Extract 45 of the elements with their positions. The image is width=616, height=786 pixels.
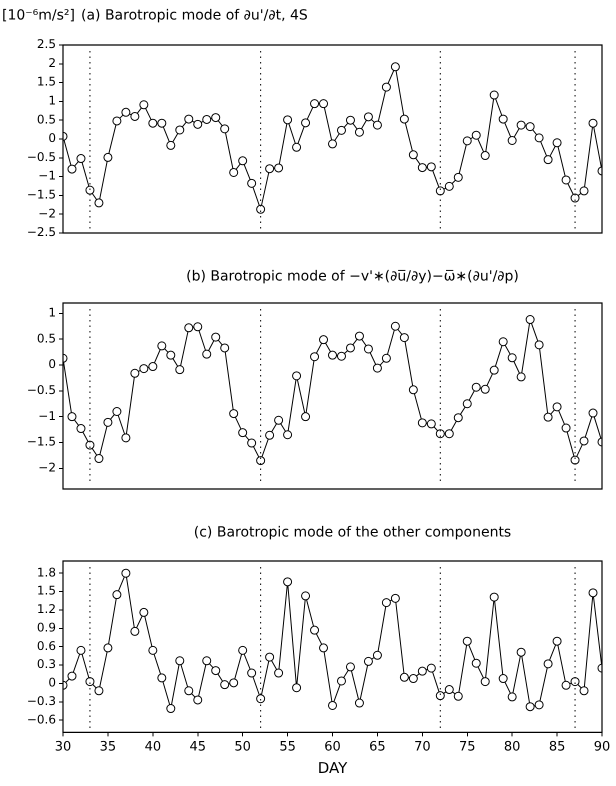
y-tick-label: −1.5 (26, 434, 56, 449)
y-tick-label: 1.5 (36, 584, 56, 598)
x-tick-label: 50 (234, 740, 251, 755)
y-tick-label: −1.5 (26, 188, 56, 202)
y-tick-label: 0.6 (36, 638, 56, 653)
x-tick-label: 65 (369, 740, 386, 755)
chart-title: (a) Barotropic mode of ∂u'/∂t, 4S (81, 8, 308, 24)
y-tick-label: 1 (48, 305, 56, 320)
x-tick-label: 45 (189, 740, 206, 755)
chart-title: (b) Barotropic mode of −v'∗(∂u̅/∂y)−ω̅∗(∂u'/∂p) (186, 268, 519, 285)
y-tick-label: 0.5 (36, 331, 56, 346)
x-tick-label: 30 (54, 740, 72, 755)
y-tick-label: 0 (48, 131, 56, 146)
x-tick-label: 85 (548, 740, 566, 755)
y-tick-label: 1.8 (36, 565, 56, 580)
y-tick-label: −0.5 (26, 382, 56, 397)
y-tick-label: −0.6 (26, 712, 56, 726)
x-tick-label: 90 (594, 740, 610, 755)
x-tick-label: 55 (279, 740, 296, 755)
y-tick-label: 1.5 (36, 74, 56, 89)
y-tick-label: 2.5 (36, 37, 56, 52)
chart-title: (c) Barotropic mode of the other components (194, 524, 512, 541)
y-tick-label: 1 (48, 94, 56, 108)
x-tick-label: 60 (324, 740, 341, 755)
x-tick-label: 35 (100, 740, 116, 755)
x-tick-label: 75 (458, 740, 476, 755)
y-tick-label: 0.9 (36, 620, 56, 634)
y-tick-label: −2 (38, 206, 56, 220)
y-tick-label: 0 (48, 357, 56, 372)
y-tick-label: 2 (48, 56, 56, 70)
y-tick-label: 0 (48, 676, 56, 690)
x-axis-title: DAY (318, 758, 348, 777)
y-tick-label: −0.3 (26, 694, 56, 708)
y-tick-label: −2.5 (26, 225, 56, 240)
y-tick-label: −2 (38, 460, 56, 474)
y-axis-title: [10⁻⁶m/s²] (2, 8, 76, 24)
y-tick-label: 0.3 (36, 657, 56, 672)
x-tick-label: 40 (144, 740, 162, 755)
y-tick-label: −1 (38, 408, 56, 423)
y-tick-label: −0.5 (26, 150, 56, 164)
y-tick-label: −1 (38, 168, 56, 183)
y-tick-label: 0.5 (36, 112, 56, 126)
x-tick-label: 70 (414, 740, 431, 755)
y-tick-label: 1.2 (36, 602, 56, 616)
x-tick-label: 80 (504, 740, 520, 755)
